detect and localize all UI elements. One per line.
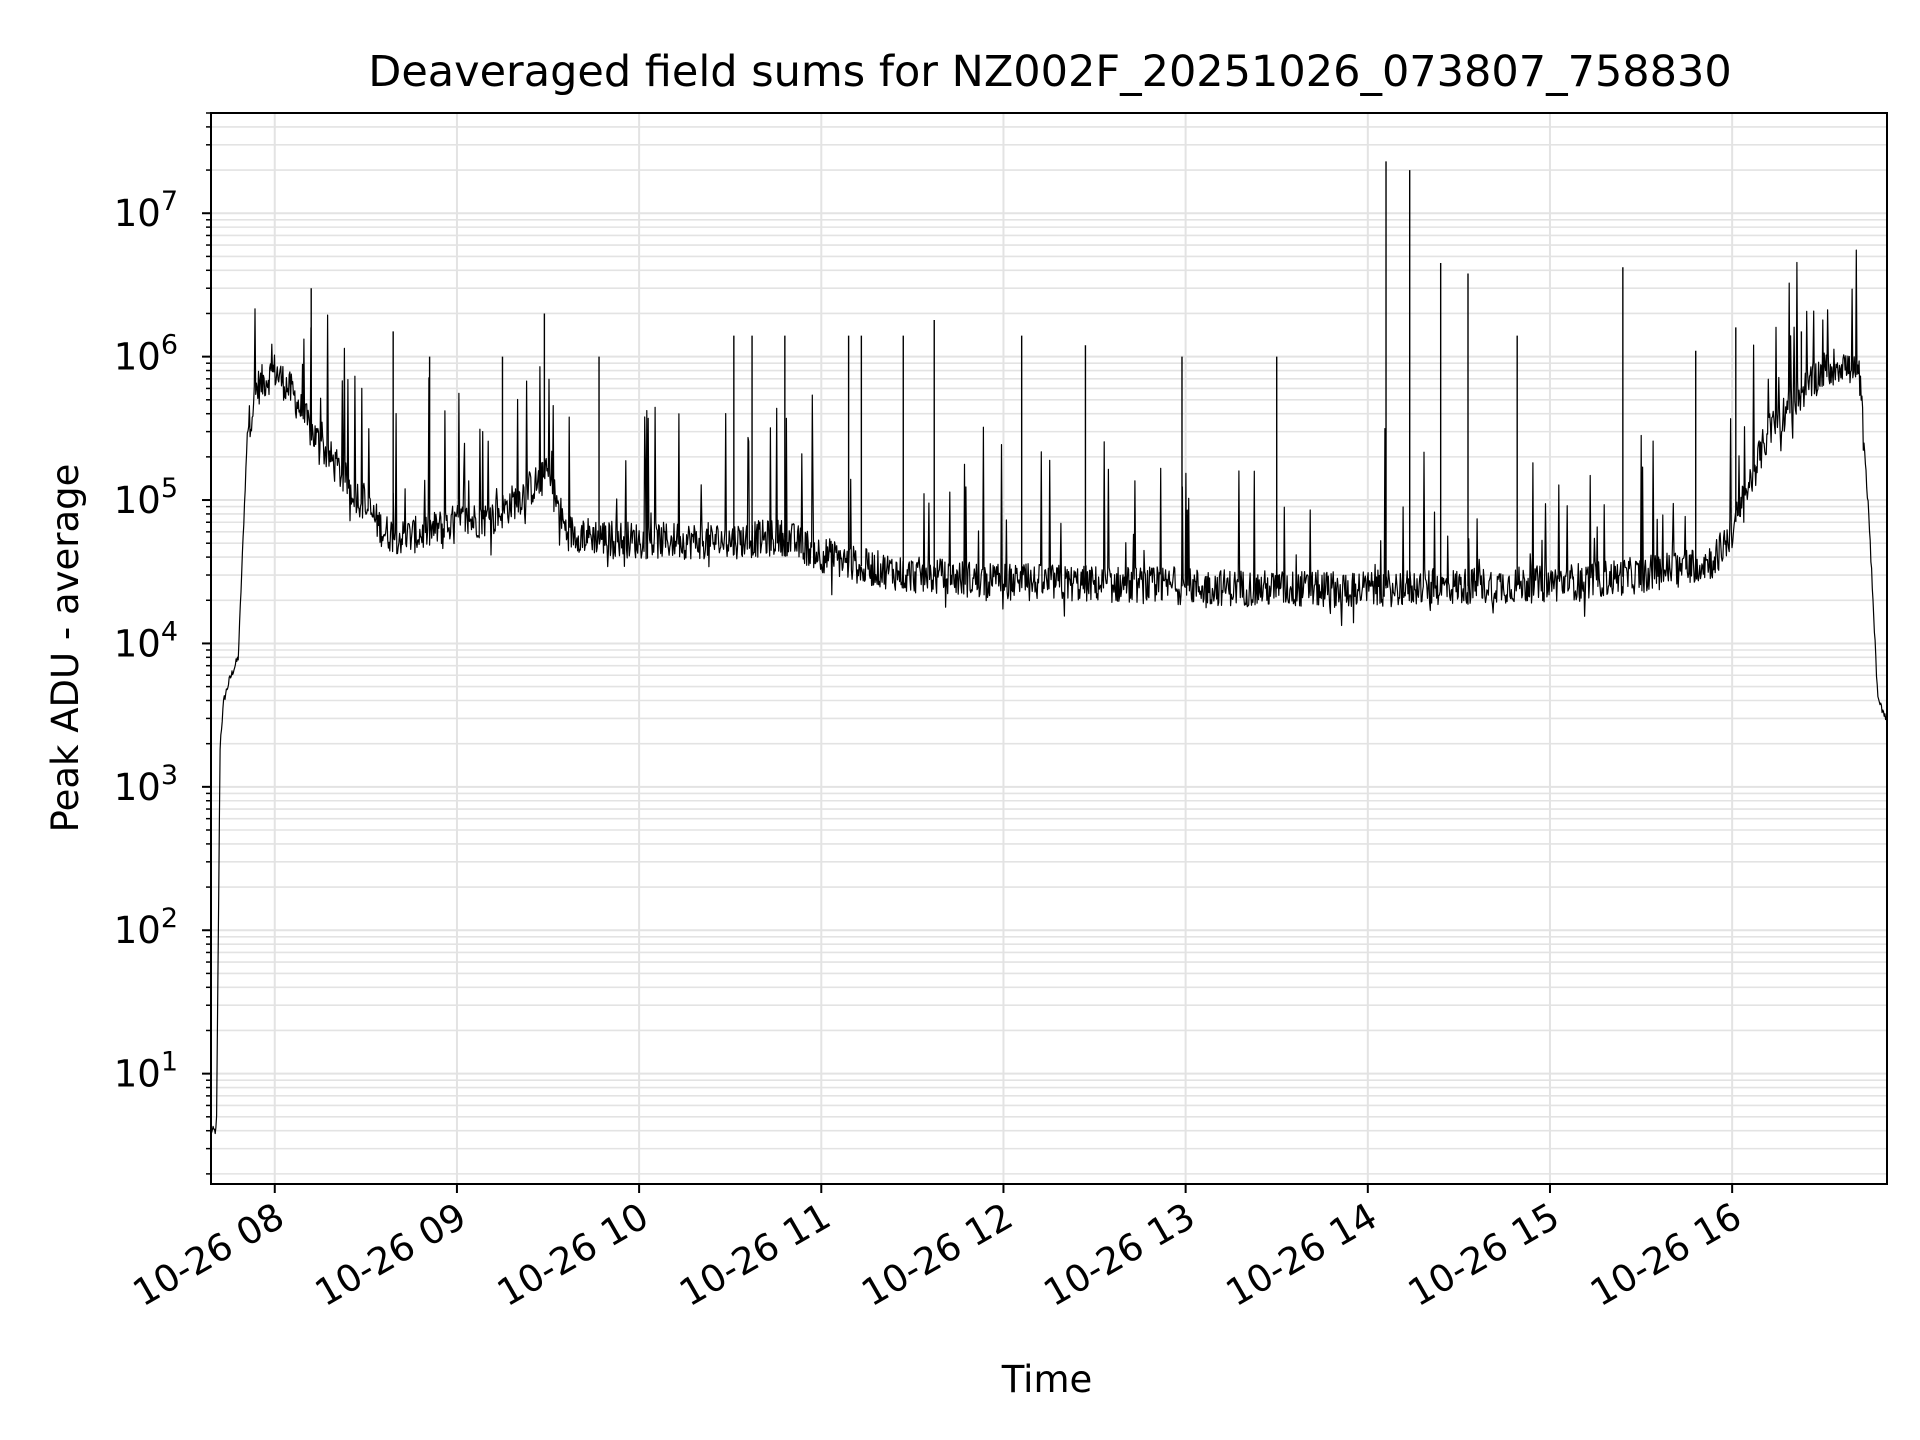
y-tick-label: 101 bbox=[114, 1047, 178, 1096]
series-layer bbox=[210, 161, 1888, 1135]
gridlines bbox=[211, 112, 1887, 1184]
plot-frame bbox=[210, 112, 1888, 1185]
x-axis-label: Time bbox=[1001, 1358, 1093, 1401]
y-tick-label: 102 bbox=[114, 903, 178, 952]
y-tick-label: 106 bbox=[114, 330, 178, 379]
y-tick-label: 104 bbox=[114, 616, 178, 665]
chart-title: Deaveraged field sums for NZ002F_2025102… bbox=[368, 47, 1732, 97]
y-tick-label: 105 bbox=[114, 473, 178, 522]
y-axis-label: Peak ADU - average bbox=[44, 464, 87, 833]
y-tick-label: 107 bbox=[114, 186, 178, 235]
series-line bbox=[210, 249, 1888, 1135]
y-tick-label: 103 bbox=[114, 760, 178, 809]
y-axis: 101 102 103 104 105 106 107 bbox=[114, 112, 211, 1175]
